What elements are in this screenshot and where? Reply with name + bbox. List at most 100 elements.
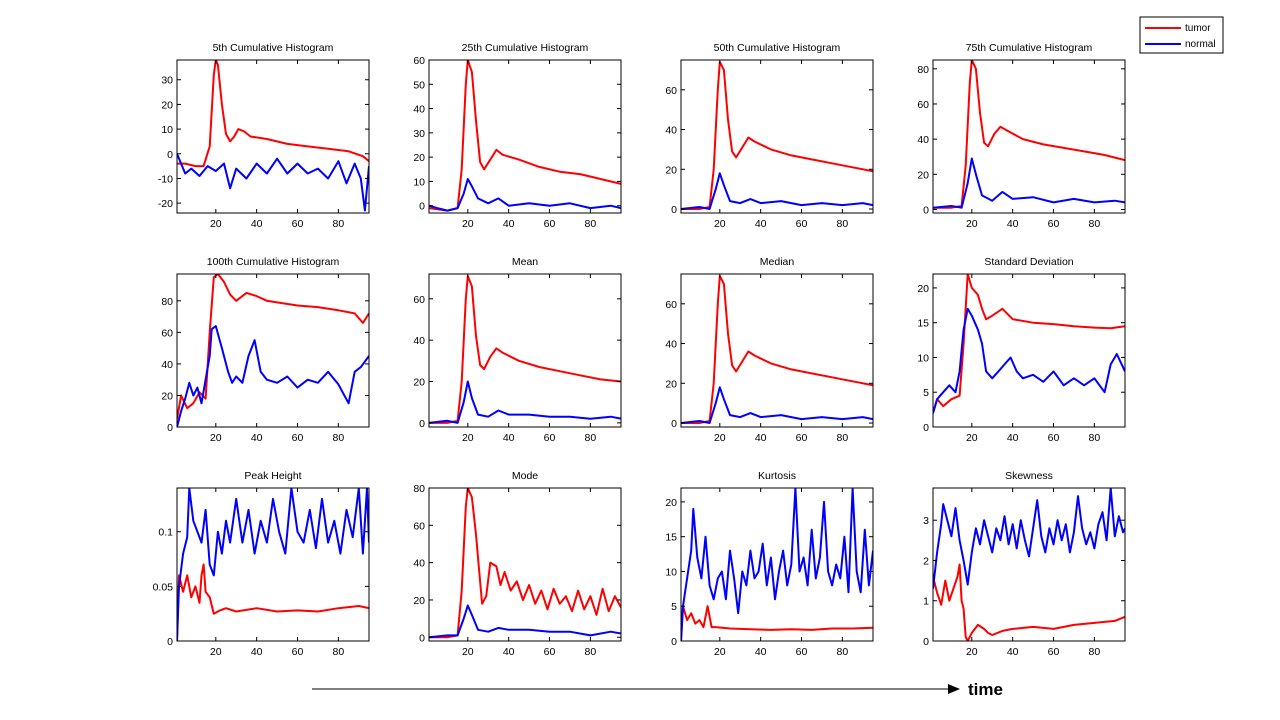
y-tick-label: -20 bbox=[158, 198, 173, 210]
x-tick-label: 40 bbox=[1007, 218, 1019, 230]
subplot-3: 20 40 60 80 0 20 40 60 50th Cumulative Histogram bbox=[665, 42, 874, 230]
y-tick-label: 20 bbox=[665, 497, 677, 509]
x-tick-label: 40 bbox=[251, 432, 263, 444]
x-tick-label: 40 bbox=[251, 646, 263, 658]
x-tick-label: 60 bbox=[1048, 218, 1060, 230]
axes-box bbox=[176, 59, 370, 214]
series-tumor-line bbox=[933, 274, 1125, 414]
series-normal-line bbox=[681, 172, 873, 210]
series-group bbox=[429, 60, 621, 212]
x-tick-label: 80 bbox=[1089, 646, 1101, 658]
series-tumor-line bbox=[429, 488, 621, 639]
y-tick-label: 40 bbox=[161, 359, 173, 371]
y-tick-label: 5 bbox=[671, 601, 677, 613]
x-tick-label: 80 bbox=[585, 646, 597, 658]
x-tick-label: 40 bbox=[503, 432, 515, 444]
y-tick-label: 80 bbox=[161, 296, 173, 308]
series-normal-line bbox=[177, 325, 369, 427]
x-tick-label: 60 bbox=[544, 646, 556, 658]
y-tick-label: -10 bbox=[158, 173, 173, 185]
subplot-9: 20 40 60 80 0 0.05 0.1 Peak Height bbox=[153, 470, 370, 658]
y-tick-label: 60 bbox=[161, 327, 173, 339]
series-group bbox=[933, 60, 1125, 209]
y-tick-label: 3 bbox=[923, 515, 929, 527]
series-group bbox=[933, 488, 1125, 641]
x-tick-label: 20 bbox=[966, 432, 978, 444]
y-tick-label: 0 bbox=[671, 636, 677, 648]
x-tick-label: 60 bbox=[544, 432, 556, 444]
series-group bbox=[429, 275, 621, 424]
y-tick-label: 0 bbox=[671, 418, 677, 430]
x-tick-label: 40 bbox=[251, 218, 263, 230]
y-tick-label: 10 bbox=[665, 566, 677, 578]
y-tick-label: 20 bbox=[917, 169, 929, 181]
y-tick-label: 30 bbox=[413, 128, 425, 140]
y-tick-label: 20 bbox=[413, 377, 425, 389]
x-tick-label: 60 bbox=[796, 432, 808, 444]
x-tick-label: 40 bbox=[1007, 432, 1019, 444]
x-tick-label: 40 bbox=[503, 646, 515, 658]
y-tick-label: 40 bbox=[413, 335, 425, 347]
time-arrow: time bbox=[312, 680, 1003, 699]
axes-box bbox=[932, 273, 1126, 428]
series-normal-line bbox=[177, 488, 369, 641]
y-tick-label: 60 bbox=[413, 55, 425, 67]
series-group bbox=[681, 488, 873, 641]
y-tick-label: 10 bbox=[413, 176, 425, 188]
x-tick-label: 20 bbox=[462, 646, 474, 658]
y-tick-label: 80 bbox=[917, 64, 929, 76]
legend: tumor normal bbox=[1139, 16, 1224, 54]
x-tick-label: 20 bbox=[462, 218, 474, 230]
series-normal-line bbox=[933, 488, 1125, 589]
subplot-5: 20 40 60 80 0 20 40 60 80 100th Cumulative Histog… bbox=[161, 256, 370, 444]
y-tick-label: 60 bbox=[665, 299, 677, 311]
subplot-2: 20 40 60 80 0 10 20 30 40 50 60 25th Cumulative His… bbox=[413, 42, 622, 230]
subplot-title: Mode bbox=[512, 470, 538, 482]
y-tick-label: 5 bbox=[923, 387, 929, 399]
subplot-title: 25th Cumulative Histogram bbox=[462, 42, 589, 54]
y-tick-label: 0.1 bbox=[158, 527, 173, 539]
subplot-10: 20 40 60 80 0 20 40 60 80 Mode bbox=[413, 470, 622, 658]
axes-box bbox=[680, 487, 874, 642]
axes-box bbox=[176, 273, 370, 428]
y-tick-label: 20 bbox=[413, 595, 425, 607]
subplot-title: Standard Deviation bbox=[984, 256, 1073, 268]
axes-box bbox=[680, 273, 874, 428]
x-tick-label: 60 bbox=[544, 218, 556, 230]
series-normal-line bbox=[429, 178, 621, 212]
series-group bbox=[933, 274, 1125, 414]
series-tumor-line bbox=[177, 60, 369, 168]
x-tick-label: 60 bbox=[292, 218, 304, 230]
x-tick-label: 80 bbox=[333, 218, 345, 230]
y-tick-label: 0 bbox=[923, 636, 929, 648]
y-tick-label: 10 bbox=[917, 352, 929, 364]
y-tick-label: 20 bbox=[161, 99, 173, 111]
series-group bbox=[681, 61, 873, 210]
subplot-6: 20 40 60 80 0 20 40 60 Mean bbox=[413, 256, 622, 444]
x-tick-label: 80 bbox=[585, 432, 597, 444]
axes-box bbox=[932, 487, 1126, 642]
series-group bbox=[681, 275, 873, 424]
subplot-title: Peak Height bbox=[244, 470, 301, 482]
series-group bbox=[177, 488, 369, 641]
x-tick-label: 20 bbox=[714, 432, 726, 444]
series-tumor-line bbox=[681, 605, 873, 641]
y-tick-label: 2 bbox=[923, 555, 929, 567]
legend-box bbox=[1139, 16, 1224, 54]
x-tick-label: 80 bbox=[585, 218, 597, 230]
y-tick-label: 20 bbox=[665, 164, 677, 176]
subplot-8: 20 40 60 80 0 5 10 15 20 Standard Deviation bbox=[917, 256, 1126, 444]
series-normal-line bbox=[933, 307, 1125, 414]
y-tick-label: 80 bbox=[413, 483, 425, 495]
axes-box bbox=[680, 59, 874, 214]
x-tick-label: 20 bbox=[966, 218, 978, 230]
y-tick-label: 40 bbox=[917, 134, 929, 146]
subplot-11: 20 40 60 80 0 5 10 15 20 Kurtosis bbox=[665, 470, 874, 658]
series-tumor-line bbox=[429, 275, 621, 424]
legend-tumor-label: tumor bbox=[1185, 23, 1211, 34]
series-group bbox=[429, 488, 621, 639]
y-tick-label: 10 bbox=[161, 124, 173, 136]
x-tick-label: 80 bbox=[333, 646, 345, 658]
